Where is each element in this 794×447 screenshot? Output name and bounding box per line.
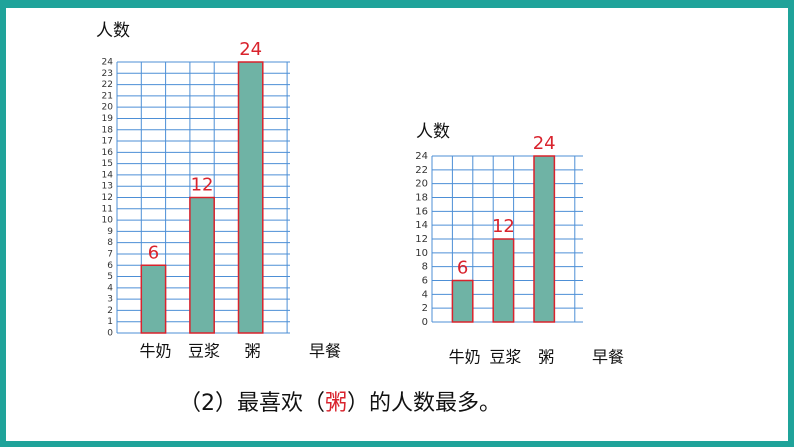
x-tick-label: 豆浆 [188,342,220,361]
y-tick-label: 12 [102,193,113,203]
y-axis-label: 人数 [96,21,130,41]
y-tick-label: 10 [102,216,114,226]
y-tick-label: 13 [102,182,113,192]
y-tick-label: 4 [107,283,113,293]
y-tick-label: 7 [107,249,113,259]
y-tick-label: 0 [422,317,428,328]
y-tick-label: 18 [102,125,114,135]
x-tick-label: 牛奶 [449,348,481,367]
x-tick-label: 粥 [245,342,261,361]
x-tick-label: 粥 [538,348,554,367]
y-axis-label: 人数 [416,122,450,142]
x-axis-label: 早餐 [309,342,341,361]
value-label: 6 [457,258,468,279]
y-tick-label: 2 [422,303,428,314]
bar [451,279,474,323]
bar [189,196,215,334]
y-tick-label: 14 [102,170,114,180]
x-axis-label: 早餐 [592,348,624,367]
y-tick-label: 21 [102,91,113,101]
slide-body [6,8,788,441]
y-tick-label: 1 [107,317,113,327]
y-tick-label: 17 [102,137,113,147]
y-tick-label: 22 [102,80,113,90]
value-label: 24 [533,133,556,154]
y-tick-label: 11 [102,204,113,214]
value-label: 12 [492,216,515,237]
x-tick-label: 牛奶 [139,342,171,361]
y-tick-label: 22 [415,165,428,176]
y-tick-label: 9 [107,227,113,237]
y-tick-label: 2 [107,306,113,316]
bar [492,238,515,323]
y-tick-label: 15 [102,159,113,169]
y-tick-label: 8 [422,262,428,273]
conclusion: （2）最喜欢（粥）的人数最多。 [179,391,501,416]
bar [237,61,264,334]
y-tick-label: 6 [422,276,428,287]
bar [533,155,556,323]
y-tick-label: 3 [107,295,113,305]
note-text: （2）最喜欢（ [179,391,325,416]
y-tick-label: 10 [415,248,428,259]
y-tick-label: 6 [107,261,113,271]
value-label: 6 [148,242,159,263]
y-tick-label: 24 [102,58,114,68]
y-tick-label: 19 [102,114,114,124]
y-tick-label: 0 [107,329,113,339]
y-tick-label: 12 [415,234,428,245]
bar [140,264,167,334]
note-answer: 粥 [325,391,347,416]
y-tick-label: 20 [102,103,114,113]
value-label: 24 [239,39,262,60]
y-tick-label: 16 [102,148,114,158]
y-tick-label: 20 [415,179,428,190]
y-tick-label: 14 [415,220,428,231]
y-tick-label: 4 [422,289,428,300]
y-tick-label: 23 [102,69,113,79]
y-tick-label: 18 [415,193,428,204]
value-label: 12 [191,175,214,196]
y-tick-label: 24 [415,151,428,162]
note-text: ）的人数最多。 [347,391,501,416]
y-tick-label: 5 [107,272,113,282]
x-tick-label: 豆浆 [489,348,521,367]
y-tick-label: 8 [107,238,113,248]
y-tick-label: 16 [415,206,428,217]
